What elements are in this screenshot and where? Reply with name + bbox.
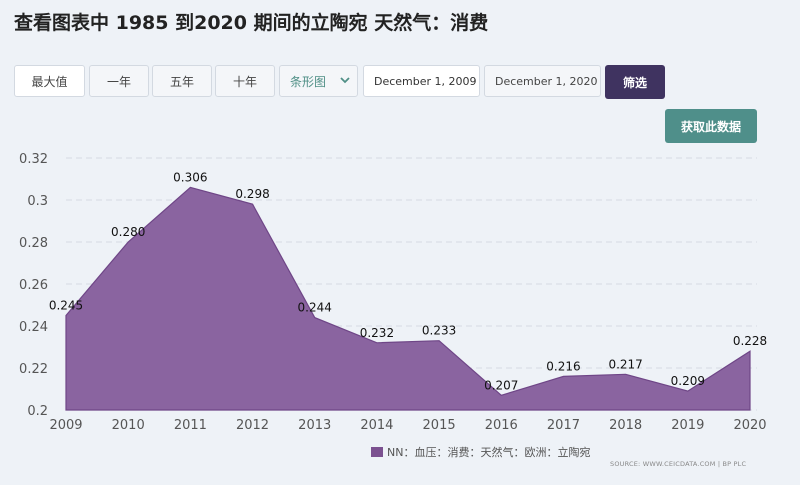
data-label: 0.207 [484, 378, 518, 392]
x-tick-label: 2013 [298, 418, 331, 433]
data-label: 0.245 [49, 299, 83, 313]
end-date-input[interactable]: December 1, 2020 [484, 65, 601, 97]
data-label: 0.280 [111, 225, 145, 239]
start-date-input[interactable]: December 1, 2009 [363, 65, 480, 97]
y-tick-label: 0.2 [27, 404, 48, 419]
y-tick-label: 0.32 [19, 152, 48, 167]
range-max-button[interactable]: 最大值 [14, 65, 85, 97]
x-tick-label: 2017 [547, 418, 580, 433]
range-10y-button[interactable]: 十年 [215, 65, 275, 97]
chart-legend[interactable]: NN：血压：消费：天然气：欧洲：立陶宛 [371, 444, 590, 460]
y-tick-label: 0.28 [19, 236, 48, 251]
data-label: 0.306 [173, 170, 207, 184]
x-tick-label: 2016 [485, 418, 518, 433]
data-label: 0.233 [422, 324, 456, 338]
data-label: 0.228 [733, 334, 767, 348]
data-label: 0.232 [360, 326, 394, 340]
x-tick-label: 2019 [671, 418, 704, 433]
page-title: 查看图表中 1985 到2020 期间的立陶宛 天然气：消费 [14, 12, 489, 34]
data-label: 0.216 [546, 359, 580, 373]
data-label: 0.244 [298, 301, 332, 315]
chart-type-select-value: 条形图 [290, 74, 327, 89]
legend-label: NN：血压：消费：天然气：欧洲：立陶宛 [387, 446, 591, 459]
data-label: 0.217 [608, 357, 642, 371]
x-tick-label: 2015 [423, 418, 456, 433]
y-tick-label: 0.24 [19, 320, 48, 335]
series-area [65, 186, 751, 411]
x-tick-label: 2014 [360, 418, 393, 433]
range-5y-button[interactable]: 五年 [152, 65, 212, 97]
source-note: SOURCE: WWW.CEICDATA.COM | BP PLC [610, 460, 747, 468]
data-label: 0.298 [235, 187, 269, 201]
legend-swatch [371, 447, 383, 457]
x-tick-label: 2011 [174, 418, 207, 433]
chart-type-select[interactable]: 条形图 [279, 65, 358, 97]
range-1y-button[interactable]: 一年 [89, 65, 149, 97]
x-tick-label: 2010 [112, 418, 145, 433]
y-tick-label: 0.26 [19, 278, 48, 293]
y-tick-label: 0.3 [27, 194, 48, 209]
x-tick-label: 2012 [236, 418, 269, 433]
data-label: 0.209 [671, 374, 705, 388]
filter-button[interactable]: 筛选 [605, 65, 665, 99]
x-tick-label: 2020 [733, 418, 766, 433]
x-tick-label: 2009 [49, 418, 82, 433]
get-data-button[interactable]: 获取此数据 [665, 109, 757, 143]
chevron-down-icon [340, 77, 350, 84]
y-tick-label: 0.22 [19, 362, 48, 377]
x-tick-label: 2018 [609, 418, 642, 433]
